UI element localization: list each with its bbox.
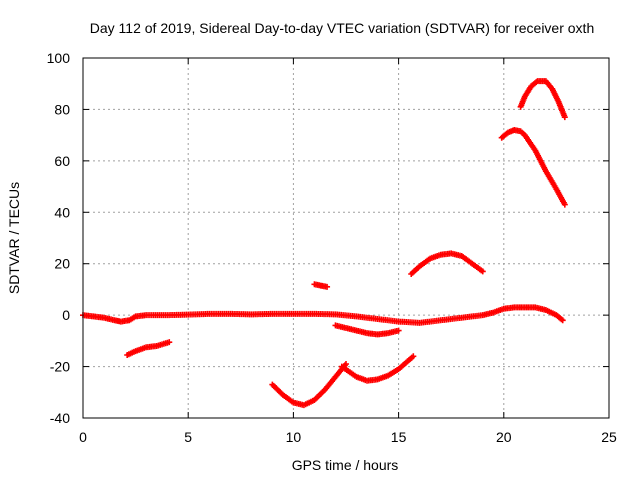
grid-lines — [82, 57, 610, 419]
data-point-marker — [410, 353, 417, 360]
chart-title: Day 112 of 2019, Sidereal Day-to-day VTE… — [90, 20, 594, 36]
series-segment-a — [124, 339, 173, 358]
series-segment-h — [517, 78, 568, 121]
series-baseline — [80, 304, 566, 326]
x-tick-label: 25 — [601, 429, 617, 445]
x-tick-label: 10 — [286, 429, 302, 445]
x-tick-label: 0 — [79, 429, 87, 445]
data-point-marker — [479, 268, 486, 275]
y-tick-label: 0 — [62, 307, 70, 323]
series-segment-g — [498, 127, 568, 208]
data-point-marker — [395, 327, 402, 334]
y-tick-label: 40 — [54, 204, 70, 220]
data-point-marker — [561, 114, 568, 121]
data-point-marker — [561, 201, 568, 208]
data-point-marker — [343, 361, 349, 367]
y-tick-label: -20 — [50, 359, 70, 375]
series-segment-d — [269, 361, 349, 409]
plot-frame — [82, 57, 610, 419]
y-axis-label: SDTVAR / TECUs — [6, 182, 22, 294]
tick-labels: 0 5 10 15 20 25 -40 -20 0 20 40 60 80 100 — [47, 50, 617, 445]
series-segment-e — [338, 353, 417, 384]
series-segment-c — [332, 322, 402, 338]
x-tick-label: 5 — [184, 429, 192, 445]
data-point-marker — [324, 283, 331, 290]
y-tick-label: -40 — [50, 410, 70, 426]
x-tick-label: 15 — [391, 429, 407, 445]
y-tick-label: 100 — [47, 50, 71, 66]
y-tick-label: 80 — [54, 101, 70, 117]
data-point-marker — [166, 339, 173, 346]
y-tick-label: 60 — [54, 153, 70, 169]
y-tick-label: 20 — [54, 256, 70, 272]
data-points — [80, 78, 568, 409]
series-segment-f — [408, 250, 486, 277]
data-point-marker — [559, 317, 566, 324]
x-axis-label: GPS time / hours — [292, 457, 399, 473]
x-tick-label: 20 — [496, 429, 512, 445]
series-segment-b — [311, 281, 331, 290]
